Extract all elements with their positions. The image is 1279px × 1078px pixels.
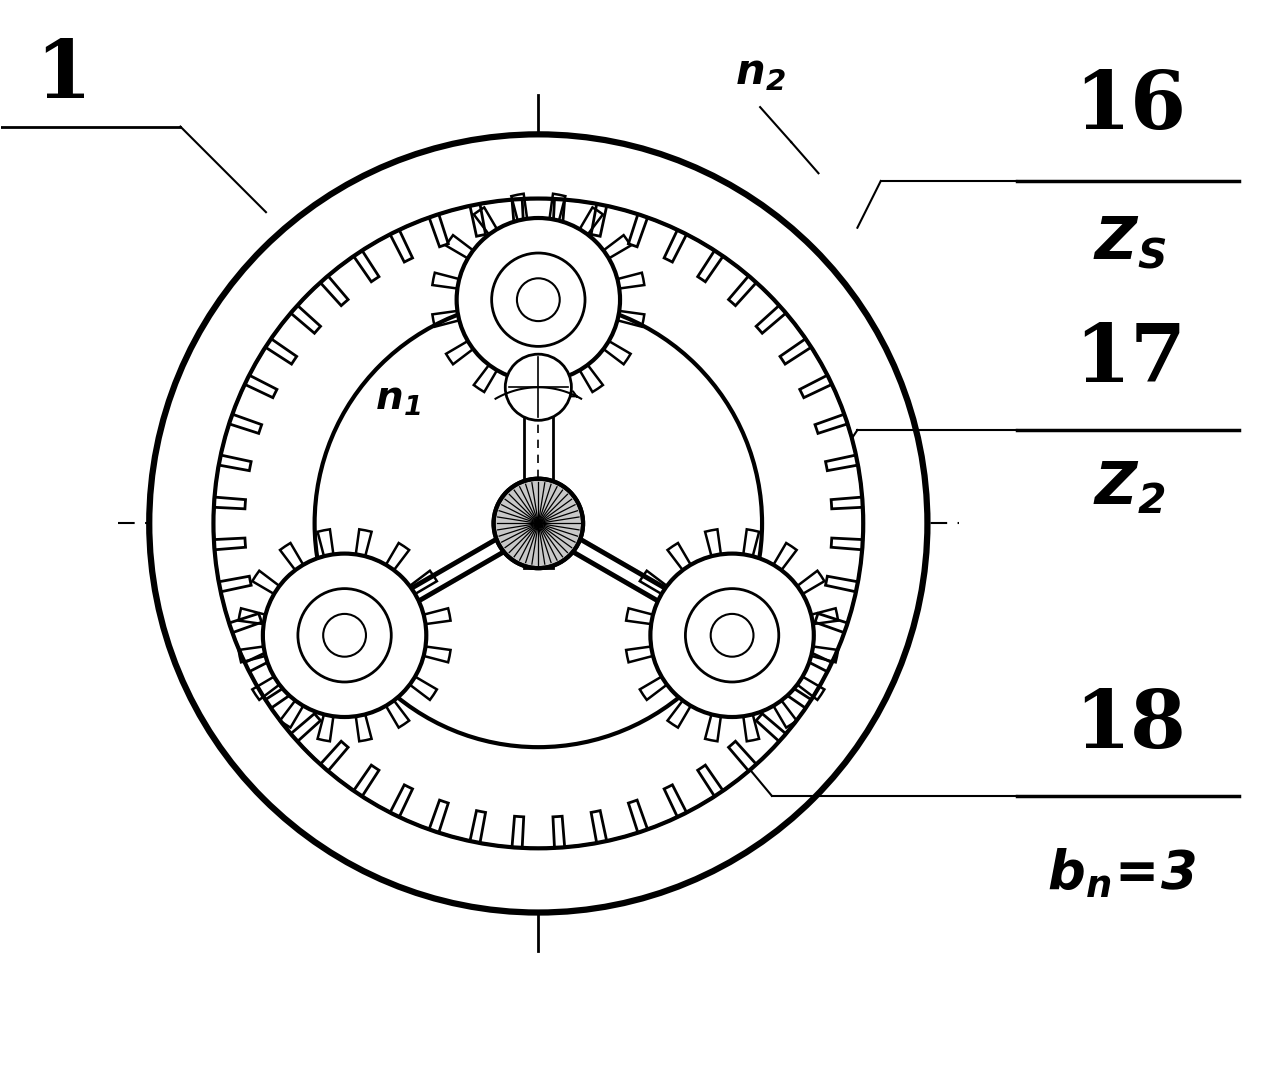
Circle shape bbox=[263, 554, 426, 717]
Text: 1: 1 bbox=[36, 37, 92, 115]
Circle shape bbox=[324, 613, 366, 657]
Circle shape bbox=[150, 135, 927, 913]
Circle shape bbox=[214, 198, 863, 848]
Text: $\bfit{b}_{\bfit{n}}\!=\!3$: $\bfit{b}_{\bfit{n}}\!=\!3$ bbox=[1048, 847, 1197, 900]
Text: $\bfit{Z}_{\bfit{2}}$: $\bfit{Z}_{\bfit{2}}$ bbox=[1094, 460, 1166, 516]
Circle shape bbox=[298, 589, 391, 682]
Circle shape bbox=[651, 554, 813, 717]
Text: $\bfit{Z}_{\bfit{S}}$: $\bfit{Z}_{\bfit{S}}$ bbox=[1094, 215, 1166, 272]
Text: 18: 18 bbox=[1074, 687, 1186, 764]
Bar bbox=[523, 360, 553, 568]
Circle shape bbox=[491, 253, 585, 346]
Circle shape bbox=[517, 278, 560, 321]
Circle shape bbox=[494, 479, 583, 568]
Circle shape bbox=[457, 218, 620, 382]
Circle shape bbox=[711, 613, 753, 657]
Circle shape bbox=[505, 355, 572, 420]
Text: 16: 16 bbox=[1073, 68, 1186, 147]
Text: 17: 17 bbox=[1074, 321, 1186, 399]
Circle shape bbox=[686, 589, 779, 682]
Text: $\bfit{n}$$_{\bfit{1}}$: $\bfit{n}$$_{\bfit{1}}$ bbox=[375, 379, 421, 418]
Text: $\bfit{n}$$_{\bfit{2}}$: $\bfit{n}$$_{\bfit{2}}$ bbox=[734, 51, 785, 93]
